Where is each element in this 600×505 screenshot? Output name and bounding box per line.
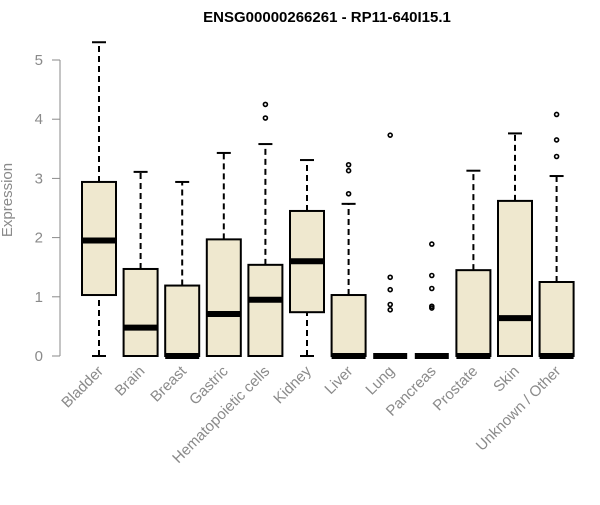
outlier-point — [553, 137, 560, 143]
y-tick-label: 0 — [35, 348, 43, 365]
box-breast — [164, 180, 201, 359]
y-axis-label: Expression — [0, 163, 16, 237]
iqr-box — [455, 269, 492, 357]
y-tick-label: 3 — [35, 170, 43, 187]
outlier-point — [262, 115, 269, 121]
box-kidney — [289, 159, 325, 357]
outlier-point — [387, 286, 394, 293]
y-axis: 0 1 2 3 4 5 — [35, 52, 61, 365]
box-liver — [330, 161, 367, 359]
iqr-box — [497, 199, 533, 357]
outlier-point — [553, 111, 560, 118]
iqr-box — [122, 267, 159, 358]
outlier-point — [428, 241, 435, 247]
outlier-point — [262, 101, 269, 108]
box-lung — [373, 132, 408, 359]
x-tick-label: Prostate — [430, 363, 482, 415]
box-hematopoietic-cells — [247, 101, 284, 357]
y-tick-label: 5 — [35, 52, 43, 69]
iqr-box — [247, 263, 284, 357]
iqr-box — [538, 281, 575, 357]
outlier-point — [345, 161, 352, 168]
x-tick-label: Liver — [321, 363, 356, 398]
x-tick-label: Lung — [362, 363, 398, 399]
box-bladder — [81, 41, 117, 357]
box-skin — [497, 132, 533, 357]
boxes-group — [81, 41, 575, 359]
x-tick-label: Breast — [147, 362, 190, 405]
iqr-box — [164, 284, 201, 357]
x-tick-label: Brain — [112, 363, 149, 400]
outlier-point — [428, 272, 435, 279]
outlier-point — [428, 303, 435, 310]
y-tick-label: 1 — [35, 289, 43, 306]
iqr-box — [205, 238, 242, 358]
x-tick-label: Bladder — [58, 363, 107, 412]
outlier-point — [387, 274, 394, 281]
x-tick-label: Skin — [490, 363, 523, 396]
outlier-point — [387, 132, 394, 138]
outlier-point — [345, 190, 352, 197]
box-pancreas — [414, 241, 449, 359]
box-gastric — [205, 151, 242, 358]
iqr-box — [330, 294, 367, 357]
outlier-point — [387, 307, 394, 313]
box-prostate — [455, 169, 492, 359]
outlier-point — [345, 167, 352, 174]
y-tick-label: 4 — [35, 111, 43, 128]
box-unknown-other — [538, 111, 575, 359]
y-tick-label: 2 — [35, 230, 43, 247]
outlier-point — [553, 153, 560, 160]
chart-title: ENSG00000266261 - RP11-640I15.1 — [203, 9, 451, 26]
box-brain — [122, 170, 159, 358]
x-tick-label: Kidney — [270, 362, 315, 407]
outlier-point — [387, 301, 394, 308]
outlier-point — [428, 285, 435, 292]
